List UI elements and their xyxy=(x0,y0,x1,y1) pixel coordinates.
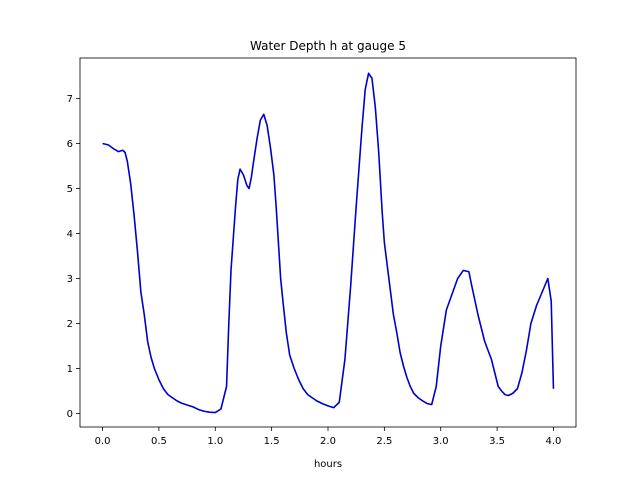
x-axis: 0.0 0.5 1.0 1.5 2.0 2.5 3.0 3.5 4.0 xyxy=(95,427,562,447)
series-line-0 xyxy=(102,72,555,414)
series-layer xyxy=(102,72,555,414)
x-tick-label: 1.5 xyxy=(264,436,280,447)
x-axis-label: hours xyxy=(314,459,342,470)
x-tick-label: 2.0 xyxy=(320,436,336,447)
y-axis: 0 1 2 3 4 5 6 7 xyxy=(67,94,80,420)
x-tick-label: 4.0 xyxy=(546,436,562,447)
y-tick-label: 0 xyxy=(67,409,73,420)
x-tick-label: 3.0 xyxy=(433,436,449,447)
y-tick-label: 7 xyxy=(67,94,73,105)
x-tick-label: 2.5 xyxy=(376,436,392,447)
x-tick-label: 3.5 xyxy=(489,436,505,447)
x-tick-label: 0.5 xyxy=(151,436,167,447)
y-tick-label: 2 xyxy=(67,319,73,330)
y-tick-label: 3 xyxy=(67,274,73,285)
y-tick-label: 6 xyxy=(67,139,73,150)
y-tick-label: 4 xyxy=(67,229,73,240)
chart-title: Water Depth h at gauge 5 xyxy=(250,39,406,53)
x-tick-label: 1.0 xyxy=(207,436,223,447)
x-tick-label: 0.0 xyxy=(95,436,111,447)
plot-background xyxy=(80,58,576,427)
y-tick-label: 5 xyxy=(67,184,73,195)
y-tick-label: 1 xyxy=(67,364,73,375)
